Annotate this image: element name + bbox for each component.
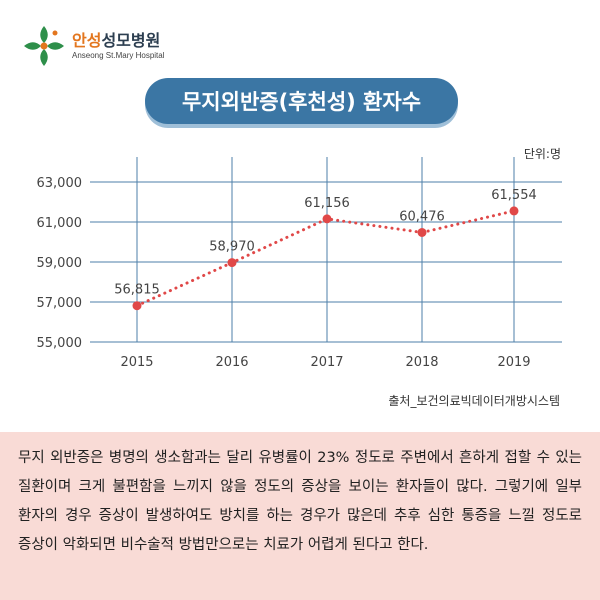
hospital-name-en: Anseong St.Mary Hospital — [72, 50, 165, 60]
description-panel: 무지 외반증은 병명의 생소함과는 달리 유병률이 23% 정도로 주변에서 흔… — [0, 432, 600, 600]
y-tick-label: 63,000 — [37, 176, 83, 191]
series-line — [135, 209, 516, 308]
y-tick-label: 61,000 — [37, 216, 83, 231]
data-label: 61,156 — [304, 196, 350, 211]
y-tick-label: 57,000 — [37, 296, 83, 311]
source-label: 출처_보건의료빅데이터개방시스템 — [388, 394, 560, 408]
data-point — [417, 227, 427, 237]
hospital-logo: 안성성모병원 Anseong St.Mary Hospital — [22, 24, 165, 68]
chart-title: 무지외반증(후천성) 환자수 — [145, 78, 458, 124]
y-tick-label: 59,000 — [37, 256, 83, 271]
x-tick-label: 2017 — [310, 355, 343, 370]
x-tick-label: 2015 — [120, 355, 153, 370]
data-point — [132, 301, 142, 311]
data-point — [322, 214, 332, 224]
data-point — [509, 206, 519, 216]
hospital-name-ko: 안성성모병원 — [72, 30, 161, 50]
cross-logo-icon — [24, 26, 64, 66]
description-text: 무지 외반증은 병명의 생소함과는 달리 유병률이 23% 정도로 주변에서 흔… — [18, 450, 582, 553]
data-label: 56,815 — [114, 283, 160, 298]
x-tick-label: 2019 — [497, 355, 530, 370]
x-tick-label: 2016 — [215, 355, 248, 370]
line-chart: 63,000 61,000 59,000 57,000 55,000 2015 2016 20… — [37, 157, 562, 370]
data-point — [227, 258, 237, 268]
data-label: 61,554 — [491, 188, 537, 203]
data-label: 58,970 — [209, 240, 255, 255]
x-tick-label: 2018 — [405, 355, 438, 370]
data-label: 60,476 — [399, 209, 445, 224]
y-tick-label: 55,000 — [37, 336, 83, 351]
unit-label: 단위:명 — [523, 147, 561, 161]
